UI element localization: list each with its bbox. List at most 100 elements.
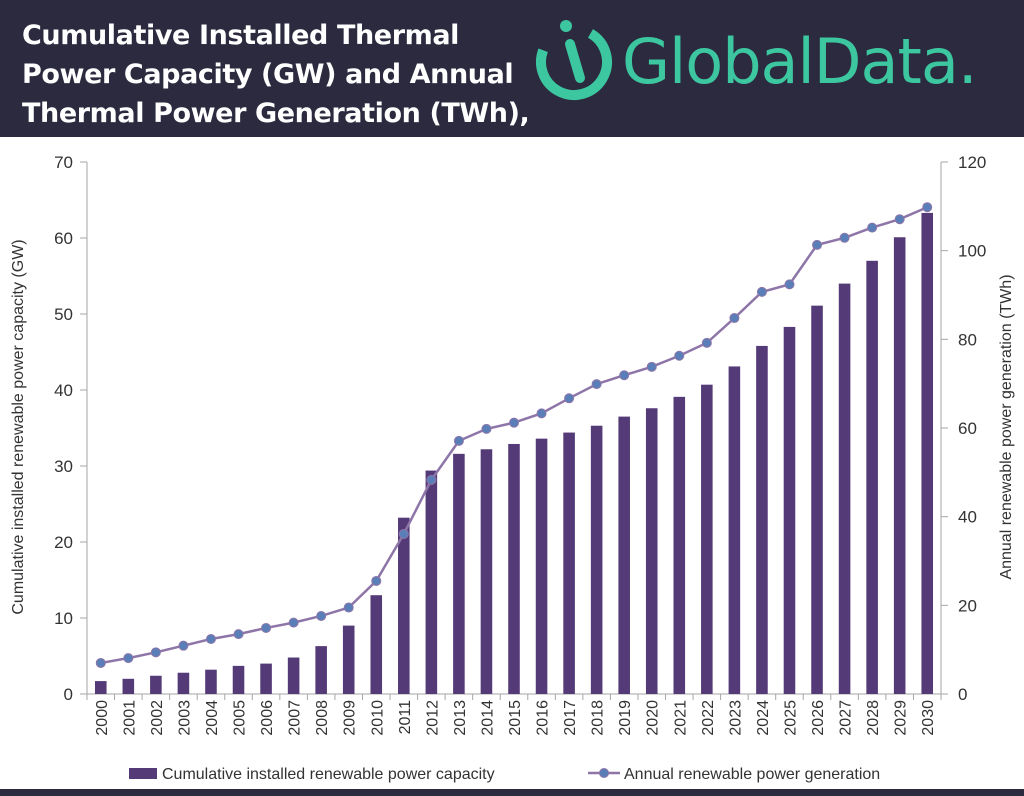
x-tick-label: 2028 [865, 700, 882, 736]
bar [398, 517, 410, 694]
x-tick-label: 2014 [479, 700, 496, 736]
legend-line-label: Annual renewable power generation [624, 766, 880, 783]
bar [370, 595, 383, 694]
bar [150, 675, 162, 694]
x-tick-label: 2018 [590, 700, 607, 736]
x-tick-label: 2026 [810, 700, 827, 736]
bar [232, 665, 245, 694]
line-point [756, 286, 767, 297]
bar [838, 283, 851, 694]
bar [342, 625, 355, 694]
x-tick-label: 2027 [838, 700, 855, 736]
line-point [591, 379, 602, 390]
footer-bar [0, 789, 1024, 796]
bar-series [94, 212, 934, 695]
y-left-tick-label: 50 [54, 305, 73, 324]
logo-text: GlobalData. [622, 25, 978, 98]
y-left-tick-label: 30 [54, 457, 73, 476]
line-point [509, 417, 519, 428]
bar [287, 657, 300, 694]
legend: Cumulative installed renewable power cap… [129, 766, 880, 783]
line-point [398, 528, 409, 539]
bar [453, 453, 465, 694]
line-point [784, 279, 795, 290]
line-point [674, 350, 685, 361]
bar [122, 678, 135, 694]
line-point [536, 408, 547, 419]
line-point [564, 393, 575, 404]
x-tick-label: 2009 [342, 700, 359, 736]
x-tick-label: 2029 [893, 700, 910, 736]
x-tick-label: 2021 [672, 700, 689, 736]
line-point [205, 634, 216, 645]
line-point [426, 474, 437, 485]
y-right-tick-label: 60 [958, 419, 977, 438]
bar [866, 260, 878, 694]
x-tick-label: 2010 [369, 700, 386, 736]
line-point [867, 222, 878, 233]
line-point [261, 622, 272, 633]
bar [205, 669, 217, 694]
bar [508, 443, 520, 694]
x-tick-label: 2002 [149, 700, 166, 736]
x-tick-label: 2001 [121, 700, 138, 736]
x-tick-label: 2004 [204, 700, 221, 736]
bar [480, 449, 493, 694]
y-left-tick-label: 60 [54, 229, 73, 248]
x-tick-label: 2000 [94, 700, 111, 736]
line-series [95, 202, 933, 668]
bar [645, 408, 658, 694]
x-tick-label: 2005 [232, 700, 249, 736]
legend-bar-label: Cumulative installed renewable power cap… [162, 766, 495, 783]
x-tick-label: 2008 [314, 700, 331, 736]
line-point [839, 232, 850, 243]
legend-line-marker [599, 768, 609, 778]
chart-title: Cumulative Installed Thermal Power Capac… [22, 20, 530, 168]
bar [260, 663, 272, 694]
bar [756, 345, 768, 694]
bar [811, 305, 823, 694]
bar [425, 470, 438, 694]
bar [94, 681, 107, 694]
bar [563, 432, 575, 694]
x-tick-label: 2017 [562, 700, 579, 736]
line-point [178, 640, 189, 651]
y-left-tick-label: 40 [54, 381, 73, 400]
y-left-tick-label: 70 [54, 153, 73, 172]
y-axis-left-label: Cumulative installed renewable power cap… [10, 239, 27, 614]
bar [783, 326, 796, 694]
y-axis-right-label: Annual renewable power generation (TWh) [998, 274, 1015, 579]
x-tick-label: 2024 [755, 700, 772, 736]
line-point [371, 575, 382, 586]
line-point [812, 239, 823, 250]
chart-header: Cumulative Installed Thermal Power Capac… [0, 0, 1024, 168]
bar [535, 438, 548, 694]
line-point [288, 617, 299, 628]
line-point [894, 214, 905, 225]
x-tick-label: 2020 [645, 700, 662, 736]
x-tick-label: 2030 [920, 700, 937, 736]
line-point [150, 647, 161, 658]
y-right-tick-label: 0 [958, 685, 967, 704]
x-tick-label: 2019 [617, 700, 634, 736]
x-tick-label: 2007 [287, 700, 304, 736]
bar [893, 237, 906, 695]
y-right-tick-label: 40 [958, 508, 977, 527]
line-point [922, 202, 933, 213]
y-left-tick-label: 0 [64, 685, 73, 704]
bar [921, 212, 934, 695]
line-point [233, 629, 244, 640]
legend-bar-swatch [129, 768, 157, 779]
x-tick-label: 2012 [424, 700, 441, 736]
bar [590, 425, 603, 694]
x-tick-label: 2016 [535, 700, 552, 736]
line-point [343, 602, 354, 613]
line-point [646, 361, 657, 372]
line-point [729, 313, 740, 324]
x-tick-label: 2025 [782, 700, 799, 736]
y-left-tick-label: 10 [54, 609, 73, 628]
bar [728, 366, 741, 694]
x-tick-label: 2022 [700, 700, 717, 736]
